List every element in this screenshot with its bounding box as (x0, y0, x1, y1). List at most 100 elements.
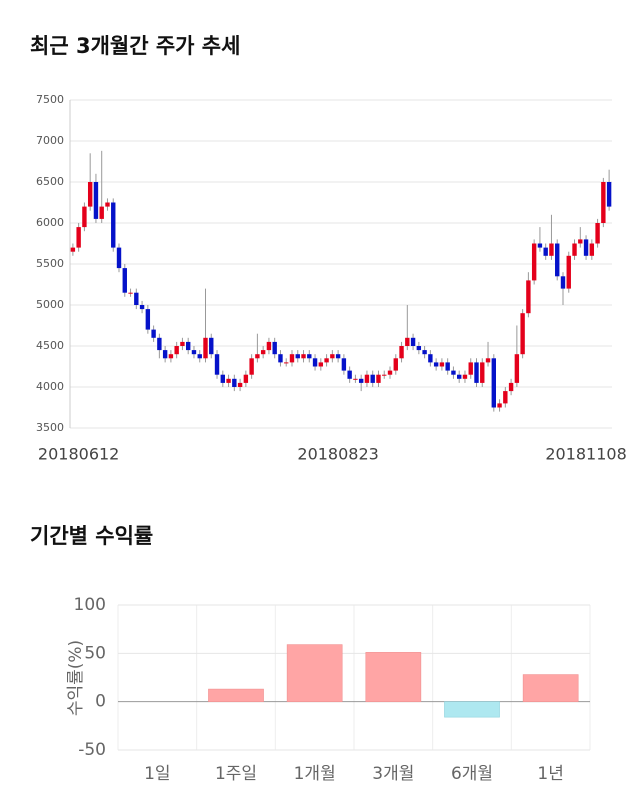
candle-body (260, 350, 266, 355)
candle-body (555, 243, 560, 277)
candle-body (399, 346, 404, 359)
x-tick-label: 20180612 (38, 445, 119, 464)
candle-body (255, 354, 260, 359)
y-tick-label: 4000 (36, 380, 64, 393)
candle-body (405, 337, 410, 346)
x-tick-label: 6개월 (451, 764, 493, 784)
candle-body (589, 243, 595, 256)
y-tick-label: 7000 (36, 134, 64, 147)
candle-body (70, 247, 76, 252)
candle-body (480, 362, 485, 383)
candle-body (468, 362, 473, 375)
candle-body (422, 350, 427, 355)
candle-body (364, 374, 370, 383)
y-tick-label: 3500 (36, 421, 64, 434)
candle-body (105, 202, 110, 207)
candle-body (416, 346, 422, 351)
candle-body (134, 292, 139, 305)
candle-body (347, 370, 352, 379)
candle-body (428, 354, 433, 363)
candle-body (203, 337, 208, 359)
x-tick-label: 1개월 (294, 764, 336, 784)
x-tick-label: 1주일 (215, 764, 257, 784)
candle-body (174, 346, 179, 355)
candle-body (543, 247, 548, 256)
candle-body (457, 374, 462, 379)
x-tick-label: 3개월 (372, 764, 414, 784)
candle-body (382, 374, 387, 376)
candle-body (122, 268, 127, 293)
candle-body (128, 292, 133, 294)
candle-body (295, 354, 300, 359)
candle-body (226, 378, 231, 383)
candle-body (508, 382, 514, 392)
candle-body (237, 382, 243, 387)
candle-body (370, 374, 375, 383)
candle-body (330, 354, 335, 359)
bar (444, 701, 500, 718)
candle-body (595, 223, 600, 244)
candle-body (307, 354, 312, 359)
x-tick-label: 1일 (144, 764, 170, 784)
candle-body (180, 341, 185, 346)
bar (522, 674, 579, 702)
candle-body (220, 374, 225, 383)
candle-body (572, 243, 577, 256)
candle-body (526, 280, 531, 314)
candle-body (433, 362, 439, 367)
candle-body (341, 358, 347, 371)
y-tick-label: 5500 (36, 257, 64, 270)
candle-body (520, 313, 525, 355)
candle-body (301, 354, 306, 359)
candle-body (462, 374, 468, 379)
y-axis-label: 수익률(%) (66, 640, 86, 716)
y-tick-label: 4500 (36, 339, 64, 352)
candle-body (82, 206, 87, 228)
x-tick-label: 20181108 (545, 445, 626, 464)
candle-body (249, 358, 254, 375)
candle-body (93, 182, 99, 219)
y-tick-label: 6500 (36, 175, 64, 188)
bar (208, 688, 264, 702)
candle-body (335, 354, 341, 359)
candle-body (353, 378, 358, 380)
candle-body (312, 358, 318, 367)
candle-body (560, 276, 566, 289)
y-tick-label: 7500 (36, 93, 64, 106)
candle-body (111, 202, 116, 248)
bar (286, 644, 343, 702)
bar (365, 652, 422, 702)
y-tick-label: 6000 (36, 216, 64, 229)
y-tick-label: 5000 (36, 298, 64, 311)
candle-body (387, 370, 393, 375)
candle-body (566, 255, 571, 289)
candle-body (393, 358, 398, 371)
candle-body (87, 182, 93, 207)
candle-body (243, 374, 249, 383)
candle-body (445, 362, 450, 371)
candle-body (549, 243, 554, 256)
candle-body (232, 378, 237, 387)
candle-body (410, 337, 416, 346)
chart-title: 최근 3개월간 주가 추세 (30, 34, 240, 58)
x-tick-label: 1년 (537, 764, 563, 784)
candle-body (439, 362, 445, 367)
candle-body (99, 206, 104, 219)
candle-body (139, 305, 145, 310)
x-tick-label: 20180823 (297, 445, 378, 464)
candle-body (214, 354, 220, 375)
candle-body (514, 354, 520, 383)
candle-body (583, 239, 589, 256)
candle-body (451, 370, 456, 375)
candle-body (278, 354, 283, 363)
y-tick-label: 50 (84, 643, 106, 663)
candle-body (186, 341, 191, 351)
candle-body (606, 182, 612, 207)
candle-body (503, 391, 508, 404)
candle-body (168, 354, 174, 359)
candle-body (145, 309, 151, 330)
candle-body (491, 358, 496, 408)
candle-body (76, 227, 81, 248)
chart-title: 기간별 수익률 (30, 524, 153, 548)
